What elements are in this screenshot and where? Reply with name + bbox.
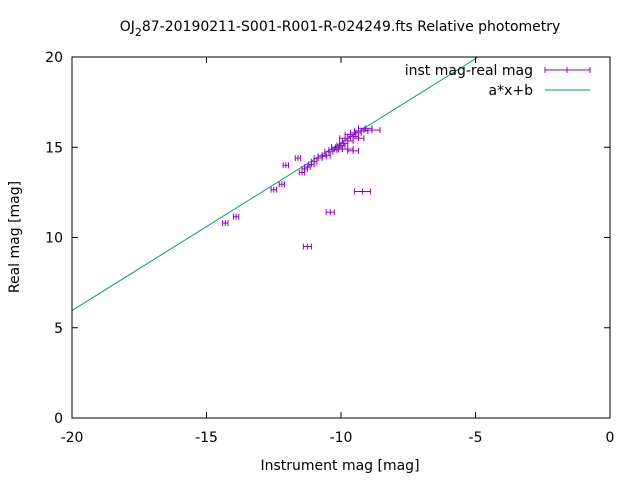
y-axis-label: Real mag [mag] bbox=[7, 181, 23, 293]
x-tick-label: -20 bbox=[61, 430, 84, 446]
y-tick-label: 0 bbox=[54, 411, 63, 427]
data-point bbox=[232, 213, 240, 220]
legend: inst mag-real mag a*x+b bbox=[405, 63, 591, 99]
legend-label-fit: a*x+b bbox=[489, 83, 534, 99]
data-point bbox=[270, 186, 277, 193]
data-point bbox=[294, 155, 302, 162]
data-point bbox=[352, 135, 365, 142]
y-tick-label: 10 bbox=[45, 231, 63, 247]
data-point bbox=[278, 181, 286, 188]
x-tick-label: 0 bbox=[606, 430, 615, 446]
axis-ticks: -20 -15 -10 -5 0 0 5 10 15 20 bbox=[45, 50, 614, 446]
data-point bbox=[321, 152, 331, 159]
y-tick-label: 5 bbox=[54, 321, 63, 337]
y-tick-label: 15 bbox=[45, 140, 63, 156]
y-tick-label: 20 bbox=[45, 50, 63, 66]
x-tick-label: -10 bbox=[330, 430, 353, 446]
chart-title-main: OJ bbox=[120, 19, 135, 35]
x-axis-label: Instrument mag [mag] bbox=[260, 458, 419, 474]
legend-swatch-inst-mag bbox=[544, 67, 591, 73]
chart-title-subscript: 2 bbox=[135, 26, 142, 39]
fit-line bbox=[72, 57, 479, 312]
data-point bbox=[282, 162, 290, 169]
x-tick-label: -15 bbox=[195, 430, 218, 446]
data-points bbox=[222, 125, 381, 250]
data-point bbox=[325, 209, 335, 216]
data-point bbox=[363, 127, 381, 134]
x-tick-label: -5 bbox=[469, 430, 483, 446]
data-point bbox=[347, 147, 359, 154]
data-point bbox=[353, 188, 372, 195]
fit-line-group bbox=[72, 57, 479, 312]
data-point bbox=[302, 243, 312, 250]
chart-title-rest: 87-20190211-S001-R001-R-024249.fts Relat… bbox=[142, 19, 560, 35]
data-point bbox=[222, 220, 229, 227]
chart-title: OJ287-20190211-S001-R001-R-024249.fts Re… bbox=[120, 19, 561, 39]
legend-label-inst-mag: inst mag-real mag bbox=[405, 63, 533, 79]
